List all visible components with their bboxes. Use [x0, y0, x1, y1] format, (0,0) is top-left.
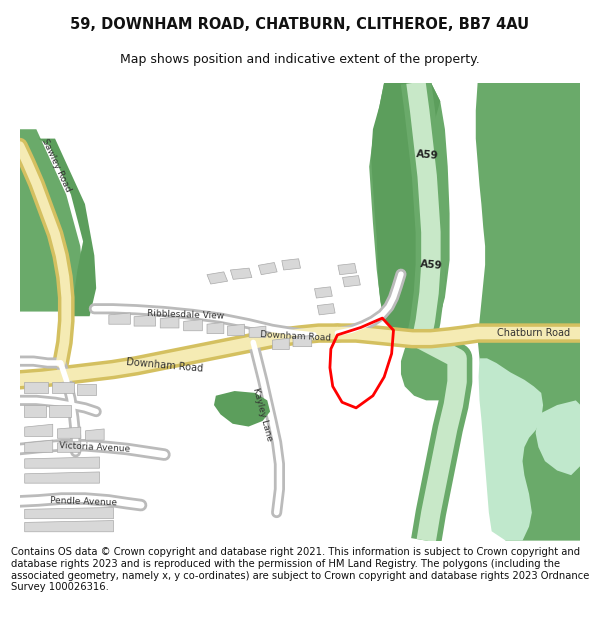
Text: A59: A59	[416, 149, 439, 161]
Text: 59, DOWNHAM ROAD, CHATBURN, CLITHEROE, BB7 4AU: 59, DOWNHAM ROAD, CHATBURN, CLITHEROE, B…	[70, 18, 530, 32]
Text: Contains OS data © Crown copyright and database right 2021. This information is : Contains OS data © Crown copyright and d…	[11, 548, 589, 592]
Text: Map shows position and indicative extent of the property.: Map shows position and indicative extent…	[120, 53, 480, 66]
Text: Ribblesdale View: Ribblesdale View	[147, 309, 224, 320]
Text: Pendle Avenue: Pendle Avenue	[49, 496, 117, 507]
Text: Downham Road: Downham Road	[125, 357, 203, 374]
Text: Downham Road: Downham Road	[260, 331, 331, 343]
Text: Victoria Avenue: Victoria Avenue	[59, 441, 130, 454]
Text: Kayley Lane: Kayley Lane	[251, 387, 274, 442]
Text: A59: A59	[419, 259, 442, 271]
Text: Sawley Road: Sawley Road	[40, 137, 73, 193]
Text: Chatburn Road: Chatburn Road	[497, 328, 570, 338]
